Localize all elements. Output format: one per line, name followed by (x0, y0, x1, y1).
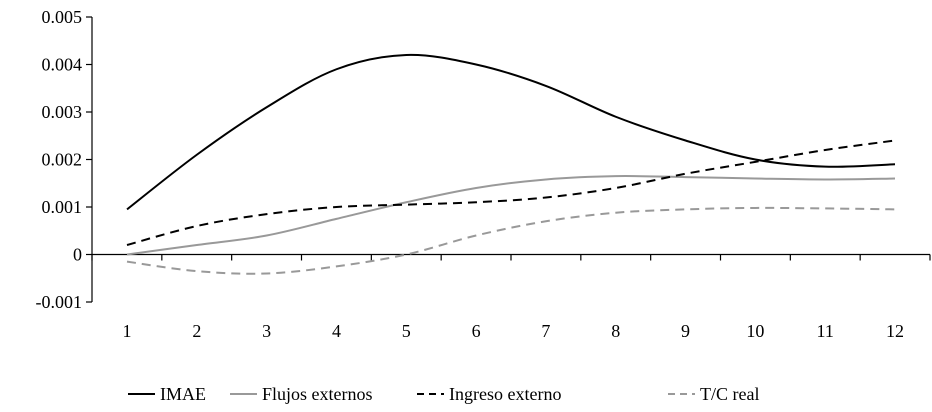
x-tick-label: 7 (541, 321, 550, 341)
legend-item-imae: IMAE (128, 384, 206, 404)
legend-item-ingreso-externo: Ingreso externo (417, 384, 561, 404)
legend-label: Ingreso externo (449, 384, 561, 404)
x-axis: 1 2 3 4 5 6 7 8 9 10 11 12 (91, 253, 931, 341)
x-tick-label: 5 (402, 321, 411, 341)
x-tick-label: 11 (817, 321, 834, 341)
y-tick-label: 0.001 (42, 197, 83, 217)
y-tick-label: 0.005 (42, 7, 83, 27)
legend-item-flujos-externos: Flujos externos (230, 384, 373, 404)
x-tick-label: 2 (192, 321, 201, 341)
series-line-t-c-real (126, 206, 896, 275)
x-tick-label: 3 (262, 321, 271, 341)
x-tick-label: 8 (611, 321, 620, 341)
legend-label: T/C real (700, 384, 759, 404)
legend: IMAE Flujos externos Ingreso externo T/C re… (128, 384, 759, 404)
series-line-imae (126, 53, 896, 211)
legend-label: IMAE (160, 384, 206, 404)
y-axis: -0.001 0 0.001 0.002 0.003 0.004 0.005 (36, 7, 93, 312)
x-tick-label: 9 (681, 321, 690, 341)
x-tick-label: 12 (886, 321, 904, 341)
x-tick-label: 4 (332, 321, 341, 341)
x-tick-label: 1 (123, 321, 132, 341)
series-line-ingreso-externo (126, 139, 896, 246)
legend-item-t-c-real: T/C real (668, 384, 759, 404)
y-tick-label: 0.004 (42, 55, 83, 75)
x-tick-label: 6 (472, 321, 481, 341)
x-tick-label: 10 (746, 321, 764, 341)
y-tick-label: -0.001 (36, 292, 83, 312)
y-tick-label: 0.002 (42, 150, 83, 170)
series-layer (126, 53, 896, 275)
y-tick-label: 0.003 (42, 102, 83, 122)
series-line-flujos-externos (126, 175, 896, 256)
y-tick-label: 0 (73, 245, 82, 265)
legend-label: Flujos externos (262, 384, 373, 404)
